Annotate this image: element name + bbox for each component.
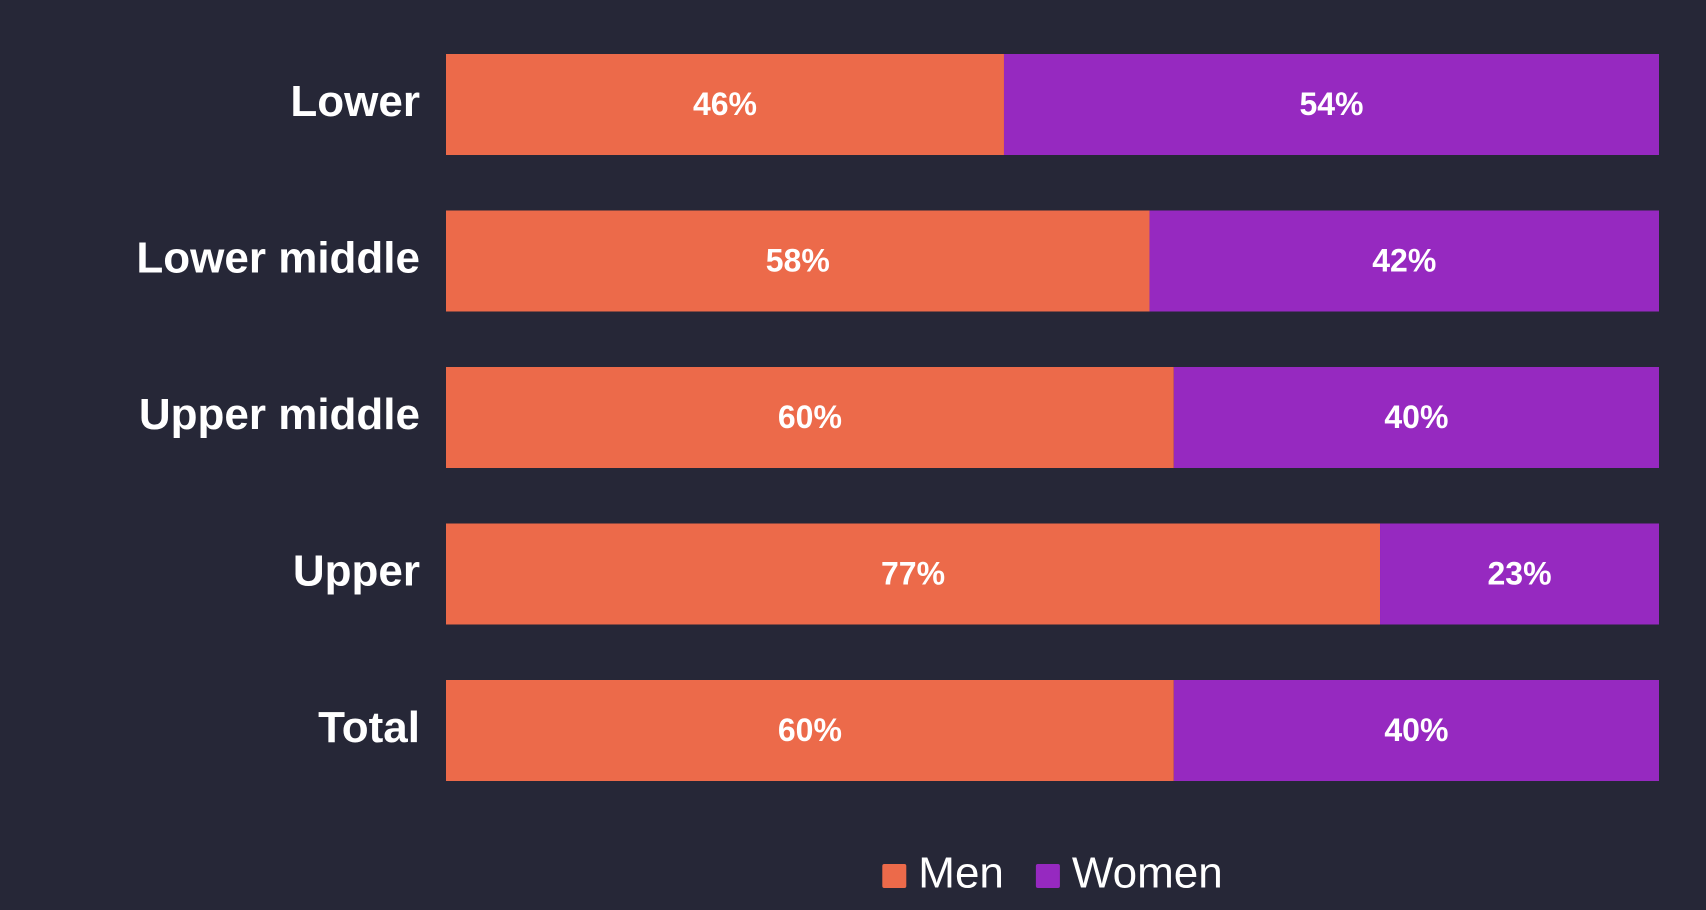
bar-segment	[1173, 680, 1659, 781]
category-label: Upper middle	[139, 390, 420, 439]
bar-segment	[446, 523, 1381, 625]
value-label: 40%	[1384, 712, 1448, 748]
value-label: 60%	[778, 399, 842, 435]
value-label: 54%	[1299, 86, 1363, 122]
bar-segment	[446, 54, 1004, 155]
legend-swatch	[882, 864, 907, 888]
value-label: 77%	[881, 555, 945, 591]
bar-segment	[446, 367, 1174, 468]
bar-segment	[1149, 210, 1659, 312]
bar-segment	[1380, 523, 1659, 625]
bar-segment	[1003, 54, 1659, 155]
value-label: 58%	[766, 242, 830, 278]
legend-label: Women	[1072, 849, 1223, 898]
category-label: Lower	[290, 77, 420, 126]
bar-segment	[446, 680, 1174, 781]
legend-swatch	[1035, 864, 1060, 888]
category-label: Lower middle	[136, 234, 420, 283]
value-label: 42%	[1372, 242, 1436, 278]
value-label: 46%	[693, 86, 757, 122]
value-label: 60%	[778, 712, 842, 748]
legend-label: Men	[918, 849, 1004, 898]
bar-segment	[446, 210, 1150, 312]
category-label: Total	[318, 703, 420, 752]
bar-segment	[1173, 367, 1659, 468]
value-label: 23%	[1487, 555, 1551, 591]
category-label: Upper	[293, 547, 420, 596]
value-label: 40%	[1384, 399, 1448, 435]
